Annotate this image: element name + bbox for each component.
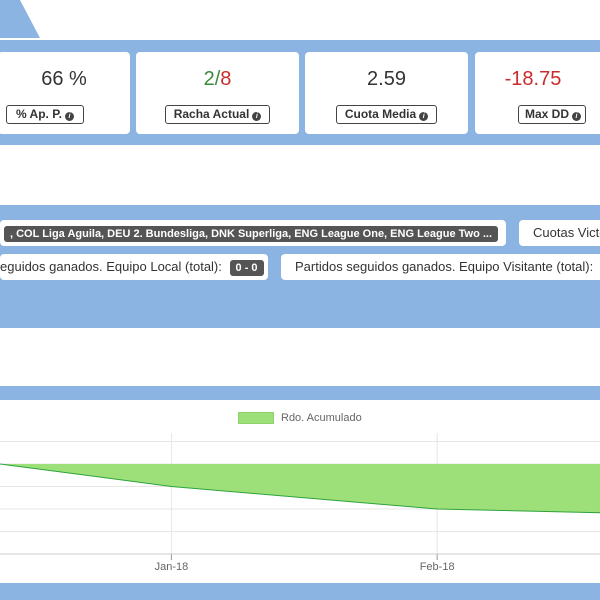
- cuota-media-button[interactable]: Cuota Media i: [336, 105, 437, 124]
- info-icon: i: [65, 112, 74, 121]
- league-filter[interactable]: , COL Liga Aguila, DEU 2. Bundesliga, DN…: [0, 220, 506, 246]
- racha-total: 8: [220, 68, 232, 90]
- stat-value-max-dd: -18.75: [504, 68, 562, 90]
- pct-ap-button[interactable]: % Ap. P. i: [6, 105, 84, 124]
- cuota-media-label: Cuota Media: [344, 107, 417, 121]
- stat-card-racha-actual: 2/8 Racha Actual i: [136, 52, 299, 134]
- header-tab[interactable]: [0, 0, 40, 38]
- cuotas-filter[interactable]: Cuotas Victo: [519, 220, 600, 246]
- info-icon: i: [252, 112, 262, 121]
- legend-swatch: [238, 412, 274, 424]
- racha-actual-button[interactable]: Racha Actual i: [165, 105, 270, 124]
- stat-value-cuota-media: 2.59: [367, 68, 406, 90]
- pct-ap-label: % Ap. P.: [15, 107, 62, 121]
- info-icon: i: [572, 112, 582, 121]
- series-point: [170, 486, 172, 487]
- league-list-badge: , COL Liga Aguila, DEU 2. Bundesliga, DN…: [4, 226, 499, 242]
- max-dd-button[interactable]: Max DD i: [518, 105, 586, 124]
- stat-card-pct-ap: 66 % % Ap. P. i: [0, 52, 130, 134]
- max-dd-label: Max DD: [525, 107, 570, 121]
- racha-separator: /: [214, 68, 221, 90]
- accumulated-result-chart: Jan-18 Feb-18: [0, 433, 600, 573]
- visitor-streak-label: Partidos seguidos ganados. Equipo Visita…: [295, 259, 594, 274]
- series-line: [0, 463, 600, 514]
- stat-value-pct-ap: 66 %: [41, 68, 87, 90]
- cuotas-label: Cuotas Victo: [533, 225, 600, 240]
- series-point: [436, 508, 438, 510]
- chart-panel: Jan-18 Feb-18 Rdo. Acumulado: [0, 400, 600, 583]
- local-streak-value: 0 - 0: [229, 260, 264, 276]
- chart-area-layer: [0, 463, 600, 514]
- series-area: [0, 464, 600, 513]
- stat-value-racha-actual: 2/8: [136, 68, 299, 91]
- info-icon: i: [419, 112, 429, 121]
- stat-card-cuota-media: 2.59 Cuota Media i: [305, 52, 468, 134]
- x-tick-label: Feb-18: [420, 561, 455, 573]
- series-point: [0, 463, 1, 465]
- racha-actual-label: Racha Actual: [173, 107, 250, 121]
- legend-label: Rdo. Acumulado: [281, 412, 362, 424]
- racha-wins: 2: [203, 68, 215, 90]
- local-streak-label: eguidos ganados. Equipo Local (total):: [0, 259, 222, 274]
- x-tick-label: Jan-18: [155, 561, 189, 573]
- visitor-streak-filter[interactable]: Partidos seguidos ganados. Equipo Visita…: [281, 254, 600, 280]
- chart-ticks: Jan-18 Feb-18: [0, 553, 600, 573]
- local-streak-filter[interactable]: eguidos ganados. Equipo Local (total): 0…: [0, 254, 268, 280]
- stat-card-max-dd: -18.75 Max DD i: [475, 52, 600, 134]
